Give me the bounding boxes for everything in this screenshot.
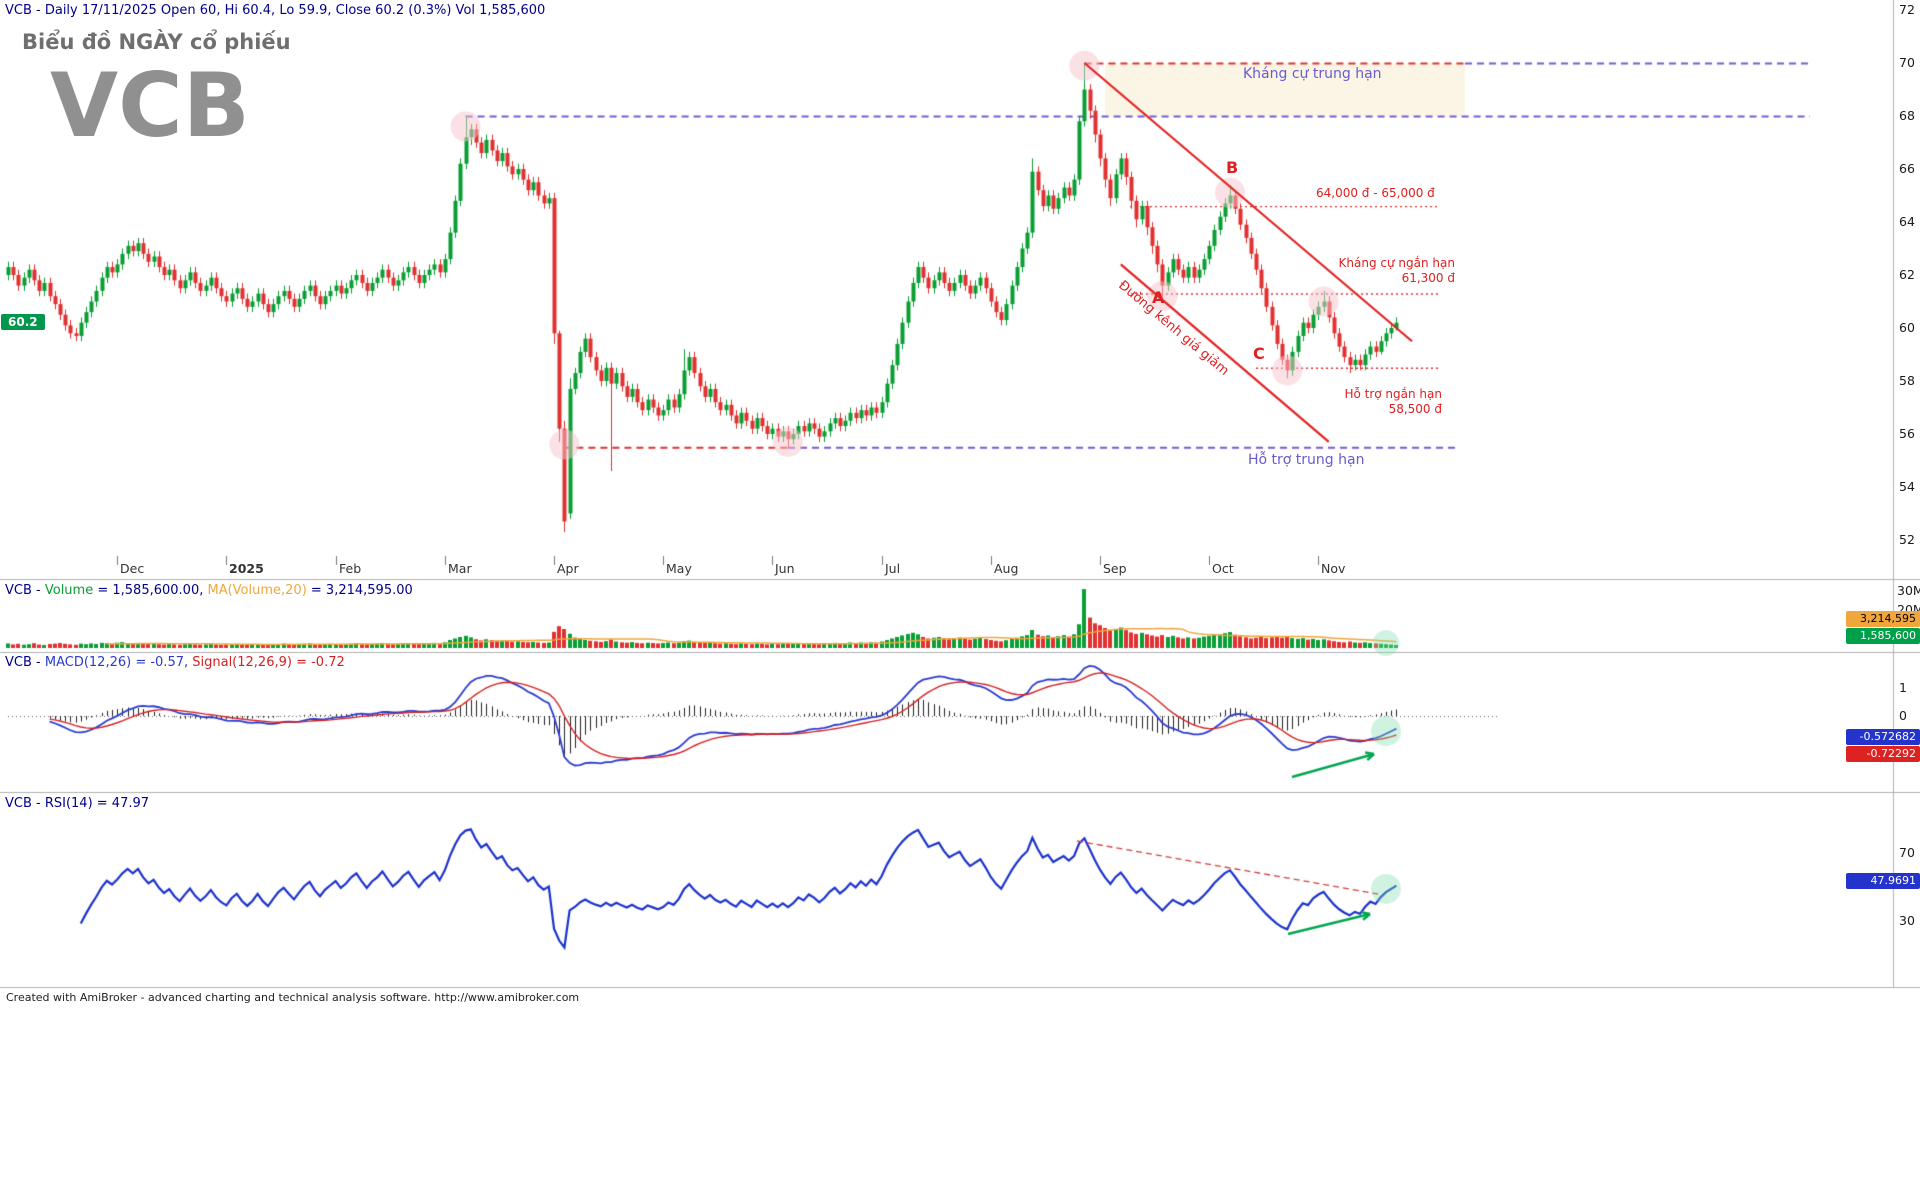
annotation-support-short-line2: 58,500 đ — [1388, 402, 1442, 416]
macd-y-axis-label: 1 — [1899, 680, 1907, 695]
volume-badge: 1,585,600 — [1846, 628, 1920, 644]
x-axis-month-label: May — [666, 561, 692, 576]
rsi-y-axis-label: 70 — [1899, 845, 1915, 860]
symbol-watermark: VCB — [50, 54, 250, 157]
annotation-resistance-short-line2: 61,300 đ — [1401, 271, 1455, 285]
price-y-axis-label: 54 — [1899, 479, 1915, 494]
price-y-axis-label: 52 — [1899, 532, 1915, 547]
volume-title-value: = 1,585,600.00, — [93, 583, 208, 598]
volume-y-axis-label: 30M — [1897, 583, 1920, 598]
annotation-support-short-line1: Hỗ trợ ngắn hạn — [1344, 387, 1442, 401]
annotation-support-short: Hỗ trợ ngắn hạn 58,500 đ — [1320, 387, 1442, 417]
macd-title-signal: Signal(12,26,9) = -0.72 — [192, 655, 345, 670]
x-axis-month-label: Jun — [775, 561, 795, 576]
macd-pane-title: VCB - MACD(12,26) = -0.57, Signal(12,26,… — [5, 655, 345, 670]
price-y-axis-label: 60 — [1899, 320, 1915, 335]
x-axis-month-label: Feb — [339, 561, 362, 576]
chart-subtitle: Biểu đồ NGÀY cổ phiếu — [22, 30, 291, 54]
x-axis-month-label: Jul — [885, 561, 901, 576]
annotation-point-c: C — [1253, 344, 1265, 363]
price-y-axis-label: 56 — [1899, 426, 1915, 441]
rsi-pane-title: VCB - RSI(14) = 47.97 — [5, 796, 150, 811]
macd-title-prefix: VCB - — [5, 655, 45, 670]
x-axis-month-label: Nov — [1321, 561, 1346, 576]
x-axis-month-label: Dec — [120, 561, 145, 576]
volume-title-prefix: VCB - — [5, 583, 45, 598]
annotation-resistance-short-line1: Kháng cự ngắn hạn — [1338, 256, 1455, 270]
price-y-axis-label: 62 — [1899, 267, 1915, 282]
volume-ma-badge: 3,214,595 — [1846, 611, 1920, 627]
annotation-support-mid: Hỗ trợ trung hạn — [1248, 452, 1365, 468]
macd-value-badge: -0.572682 — [1846, 729, 1920, 745]
signal-value-badge: -0.72292 — [1846, 746, 1920, 762]
price-y-axis-label: 66 — [1899, 161, 1915, 176]
price-y-axis-label: 64 — [1899, 214, 1915, 229]
x-axis-month-label: Oct — [1212, 561, 1234, 576]
amibroker-footer: Created with AmiBroker - advanced charti… — [6, 991, 580, 1004]
rsi-y-axis-label: 30 — [1899, 913, 1915, 928]
annotation-resistance-mid: Kháng cự trung hạn — [1243, 66, 1382, 82]
annotation-resistance-short: Kháng cự ngắn hạn 61,300 đ — [1330, 256, 1455, 286]
x-axis-month-label: Aug — [994, 561, 1019, 576]
x-axis-month-label: 2025 — [229, 561, 264, 576]
price-y-axis-label: 72 — [1899, 2, 1915, 17]
annotation-point-b: B — [1226, 158, 1239, 177]
volume-title-volume: Volume — [44, 583, 94, 598]
price-y-axis-label: 68 — [1899, 108, 1915, 123]
price-y-axis-label: 58 — [1899, 373, 1915, 388]
last-price-badge: 60.2 — [1, 314, 45, 330]
macd-y-axis-label: 0 — [1899, 708, 1907, 723]
volume-title-ma: MA(Volume,20) — [207, 583, 307, 598]
macd-title-macd: MACD(12,26) = -0.57, — [44, 655, 193, 670]
volume-pane-title: VCB - Volume = 1,585,600.00, MA(Volume,2… — [5, 583, 413, 598]
rsi-value-badge: 47.9691 — [1846, 873, 1920, 889]
annotation-point-a: A — [1152, 288, 1165, 307]
volume-title-ma-value: = 3,214,595.00 — [306, 583, 413, 598]
x-axis-month-label: Apr — [557, 561, 579, 576]
chart-title: VCB - Daily 17/11/2025 Open 60, Hi 60.4,… — [5, 3, 546, 18]
x-axis-month-label: Mar — [448, 561, 472, 576]
x-axis-month-label: Sep — [1103, 561, 1127, 576]
price-y-axis-label: 70 — [1899, 55, 1915, 70]
annotation-price-zone: 64,000 đ - 65,000 đ — [1316, 186, 1435, 200]
